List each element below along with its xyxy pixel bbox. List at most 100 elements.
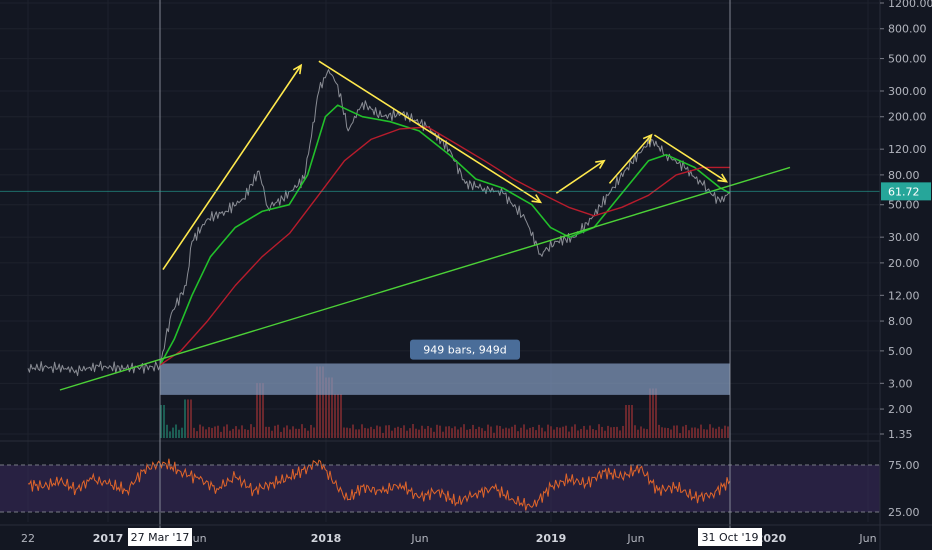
volume-bar	[289, 429, 291, 438]
volume-bar	[454, 426, 456, 438]
annotation-arrow[interactable]	[653, 134, 729, 183]
volume-bar	[352, 424, 354, 438]
date-marker-badge: 27 Mar '17	[128, 528, 192, 546]
volume-bar	[484, 430, 486, 438]
support-trendline	[59, 166, 791, 391]
volume-bar	[625, 405, 627, 438]
volume-bar	[205, 429, 207, 438]
volume-bar	[178, 429, 180, 438]
volume-bar	[469, 429, 471, 438]
fast-moving-average-line	[159, 104, 731, 366]
arrow-head	[595, 159, 606, 169]
volume-bar	[640, 426, 642, 438]
volume-bar	[634, 425, 636, 438]
volume-bar	[490, 426, 492, 438]
volume-bar	[328, 377, 330, 438]
volume-bar	[271, 430, 273, 438]
volume-bar	[499, 426, 501, 438]
volume-bar	[292, 426, 294, 438]
volume-bar	[535, 430, 537, 438]
price-tick-label: 200.00	[888, 111, 927, 124]
range-label-box	[410, 339, 520, 360]
volume-bar	[334, 394, 336, 438]
volume-bar	[367, 428, 369, 438]
volume-bar	[193, 427, 195, 438]
arrow-head	[292, 63, 303, 75]
volume-bar	[583, 425, 585, 438]
volume-bar	[241, 425, 243, 438]
volume-bar	[511, 426, 513, 438]
volume-bar	[379, 426, 381, 438]
date-range-box[interactable]	[160, 363, 730, 395]
volume-bar	[298, 428, 300, 438]
current-price-text: 61.72	[888, 185, 920, 198]
volume-bar	[538, 424, 540, 438]
price-tick-label: 1200.00	[888, 0, 932, 10]
current-price-badge-bg	[881, 182, 931, 201]
price-tick-label: 500.00	[888, 53, 927, 66]
volume-bar	[505, 427, 507, 438]
volume-bar	[259, 383, 261, 438]
volume-bar	[508, 428, 510, 438]
volume-bar	[541, 427, 543, 438]
volume-bar	[343, 427, 345, 438]
arrow-head	[642, 133, 653, 144]
annotation-arrows[interactable]	[162, 60, 729, 271]
annotation-arrow[interactable]	[555, 159, 606, 194]
annotation-arrow[interactable]	[318, 60, 543, 204]
rsi-tick-label: 75.00	[888, 459, 920, 472]
volume-bar	[280, 431, 282, 438]
volume-bar	[670, 429, 672, 438]
volume-bar	[226, 424, 228, 438]
volume-bar	[607, 425, 609, 438]
volume-bar	[214, 426, 216, 438]
volume-bar	[346, 427, 348, 438]
volume-bar	[244, 429, 246, 438]
price-tick-label: 20.00	[888, 257, 920, 270]
volume-bar	[340, 394, 342, 438]
volume-bar	[262, 383, 264, 438]
volume-bar	[649, 388, 651, 438]
arrow-shaft	[162, 64, 302, 271]
volume-bar	[250, 424, 252, 438]
volume-bar	[676, 425, 678, 438]
volume-bar	[415, 428, 417, 438]
price-tick-label: 50.00	[888, 199, 920, 212]
volume-bar	[388, 425, 390, 438]
volume-bar	[376, 425, 378, 438]
volume-bar	[400, 427, 402, 438]
volume-bar	[619, 430, 621, 438]
volume-bar	[181, 427, 183, 438]
volume-bar	[715, 428, 717, 438]
volume-bar	[184, 399, 186, 438]
volume-bar	[364, 427, 366, 438]
volume-bar	[385, 425, 387, 438]
volume-bar	[166, 424, 168, 438]
volume-bar	[667, 428, 669, 438]
volume-bar	[442, 431, 444, 438]
volume-bar	[190, 399, 192, 438]
volume-bar	[643, 428, 645, 438]
volume-bar	[586, 429, 588, 438]
volume-bar	[358, 429, 360, 438]
volume-bar	[409, 428, 411, 438]
time-tick-label: Jun	[188, 532, 206, 545]
annotation-arrow[interactable]	[162, 63, 303, 271]
volume-bar	[463, 424, 465, 438]
volume-bar	[571, 426, 573, 438]
volume-bar	[382, 432, 384, 438]
volume-bar	[349, 428, 351, 438]
volume-bar	[460, 427, 462, 438]
volume-bar	[418, 429, 420, 438]
volume-bar	[697, 428, 699, 438]
time-tick-label: Jun	[410, 532, 428, 545]
annotation-arrow[interactable]	[608, 133, 653, 184]
volume-bar	[547, 424, 549, 438]
volume-bar	[580, 428, 582, 438]
volume-bar	[196, 431, 198, 438]
price-tick-label: 800.00	[888, 23, 927, 36]
volume-bar	[436, 424, 438, 438]
volume-bar	[685, 424, 687, 438]
volume-bar	[655, 388, 657, 438]
